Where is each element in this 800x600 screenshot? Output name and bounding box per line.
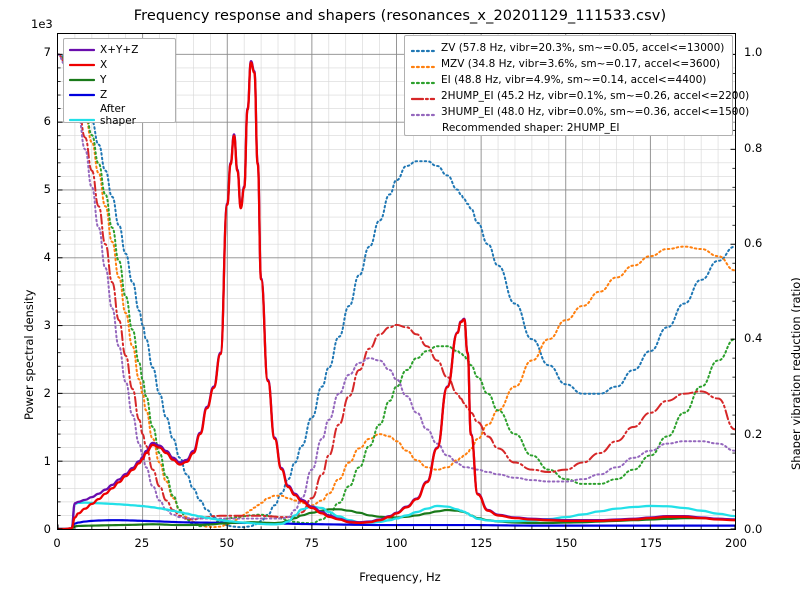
y-right-tick: 0.8: [744, 140, 763, 155]
legend-label: Y: [100, 74, 107, 86]
legend-label: X: [100, 59, 108, 71]
x-tick: 150: [555, 536, 578, 550]
x-tick: 100: [385, 536, 408, 550]
shaper-legend-item: 2HUMP_EI (45.2 Hz, vibr=0.1%, sm~=0.26, …: [410, 88, 749, 104]
legend-line-swatch: [410, 90, 436, 102]
legend-label: Z: [100, 89, 108, 101]
shaper-legend-label: ZV (57.8 Hz, vibr=20.3%, sm~=0.05, accel…: [441, 42, 725, 54]
legend-line-swatch: [69, 114, 95, 126]
y-right-tick: 0.0: [744, 522, 763, 536]
shaper-curve-mzv: [58, 53, 735, 529]
x-tick: 25: [134, 536, 150, 550]
shaper-curves: [58, 53, 735, 529]
legend-line-swatch: [410, 58, 436, 70]
x-axis-label: Frequency, Hz: [359, 570, 441, 584]
y-right-tick: 0.2: [744, 426, 763, 441]
shaper-curve-zv: [58, 53, 735, 529]
shaper-legend-item: EI (48.8 Hz, vibr=4.9%, sm~=0.14, accel<…: [410, 72, 726, 88]
y-axis-left-label: Power spectral density: [22, 289, 36, 420]
shaper-legend-label: 3HUMP_EI (48.0 Hz, vibr=0.0%, sm~=0.36, …: [441, 106, 750, 118]
legend-item: X: [69, 58, 170, 72]
y-axis-right-label: Shaper vibration reduction (ratio): [789, 277, 800, 470]
shaper-legend-item: MZV (34.8 Hz, vibr=3.6%, sm~=0.17, accel…: [410, 56, 726, 72]
psd-curve-after-shaper: [58, 501, 735, 529]
psd-curves: [58, 59, 735, 529]
shaper-legend-label: MZV (34.8 Hz, vibr=3.6%, sm~=0.17, accel…: [441, 58, 721, 70]
x-tick: 50: [219, 536, 235, 550]
y-left-tick: 3: [43, 317, 51, 332]
legend-line-swatch: [69, 44, 95, 56]
x-tick: 0: [53, 536, 61, 550]
signal-legend: X+Y+Z X Y Z After shaper: [63, 38, 176, 127]
legend-label: After shaper: [100, 103, 137, 127]
x-tick: 200: [725, 536, 747, 550]
legend-line-swatch: [410, 74, 436, 86]
y-right-tick: 0.6: [744, 236, 763, 251]
x-tick: 75: [304, 536, 319, 550]
y-left-tick: 5: [43, 181, 51, 196]
legend-line-swatch: [69, 89, 95, 101]
y-left-tick: 7: [43, 45, 51, 60]
y-left-tick: 6: [43, 113, 51, 128]
legend-label: X+Y+Z: [100, 44, 139, 56]
shaper-curve-3hump_ei: [58, 53, 735, 520]
chart-title: Frequency response and shapers (resonanc…: [133, 8, 667, 24]
shaper-legend-label: EI (48.8 Hz, vibr=4.9%, sm~=0.14, accel<…: [441, 74, 707, 86]
legend-item: Y: [69, 73, 170, 87]
tick-marks: [58, 53, 735, 529]
legend-line-swatch: [410, 42, 436, 54]
y-left-tick: 1: [43, 453, 51, 468]
shaper-legend-item: ZV (57.8 Hz, vibr=20.3%, sm~=0.05, accel…: [410, 40, 726, 56]
legend-item: X+Y+Z: [69, 43, 170, 57]
legend-item: After shaper: [69, 103, 170, 127]
shaper-legend-item: 3HUMP_EI (48.0 Hz, vibr=0.0%, sm~=0.36, …: [410, 104, 749, 120]
x-tick: 125: [470, 536, 493, 550]
y-left-tick: 0: [43, 522, 51, 536]
shaper-legend: ZV (57.8 Hz, vibr=20.3%, sm~=0.05, accel…: [404, 35, 749, 136]
x-tick: 175: [640, 536, 663, 550]
legend-item: Z: [69, 88, 170, 102]
recommended-shaper-text: Recommended shaper: 2HUMP_EI: [442, 122, 620, 134]
y-axis-offset-text: 1e3: [31, 17, 53, 31]
shaper-legend-label: 2HUMP_EI (45.2 Hz, vibr=0.1%, sm~=0.26, …: [441, 90, 750, 102]
psd-curve-x: [58, 61, 735, 529]
y-left-tick: 4: [43, 249, 51, 264]
legend-line-swatch: [69, 59, 95, 71]
legend-line-swatch: [69, 74, 95, 86]
y-left-tick: 2: [43, 385, 51, 400]
shaper-curve-2hump_ei: [58, 53, 735, 521]
y-right-tick: 0.4: [744, 331, 763, 346]
legend-line-swatch: [410, 106, 436, 118]
y-right-tick: 1.0: [744, 45, 763, 60]
